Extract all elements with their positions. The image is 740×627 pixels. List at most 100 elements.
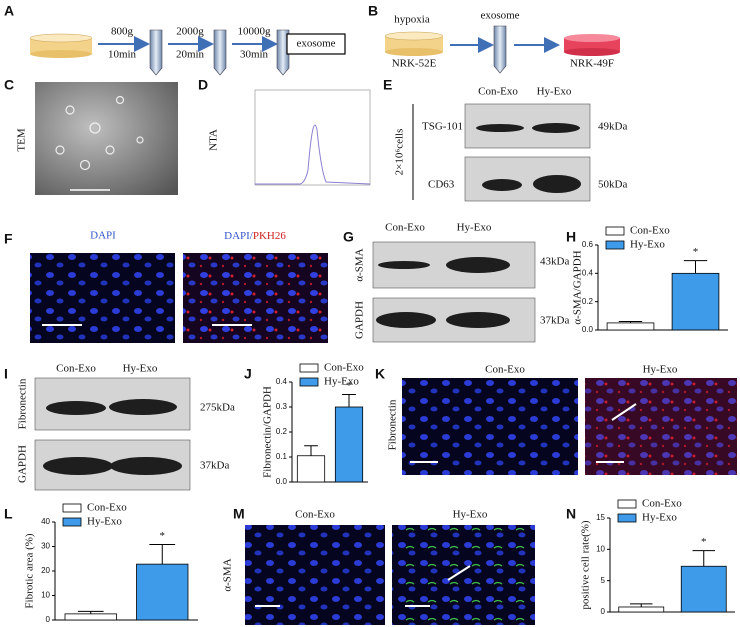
- bar: [606, 322, 655, 331]
- marker-name: Fibronectin: [17, 378, 29, 429]
- marker-size: 37kDa: [200, 460, 229, 472]
- arrow: [611, 403, 637, 421]
- error-bar: [77, 610, 104, 614]
- y-tick-label: 0.4: [276, 377, 288, 386]
- group-label: Hy-Exo: [123, 363, 158, 375]
- band: [109, 399, 177, 415]
- panel-label: B: [368, 3, 378, 19]
- annotation: *: [346, 380, 352, 392]
- bar: [618, 606, 665, 613]
- target: NRK-49F: [570, 58, 614, 70]
- legend-swatch: [299, 377, 319, 387]
- panel-label: E: [383, 77, 392, 93]
- dish: [564, 34, 620, 56]
- y-axis-label: positive cell rate(%): [580, 520, 592, 610]
- stain-label: α-SMA: [222, 558, 234, 591]
- y-tick-label: 20: [41, 566, 50, 575]
- micrograph: [183, 253, 328, 343]
- marker-size: 43kDa: [540, 256, 569, 268]
- bar: [136, 563, 189, 621]
- error-bar: [630, 603, 653, 607]
- band: [532, 123, 580, 133]
- y-tick-label: 15: [596, 513, 605, 522]
- micrograph: [585, 378, 737, 475]
- error-bar: [149, 544, 176, 565]
- panel-label: M: [233, 506, 245, 522]
- dish: [384, 31, 444, 56]
- y-axis-label: Fibrotic area (%): [24, 533, 36, 608]
- group-label: Con-Exo: [485, 364, 525, 376]
- legend-label: Con-Exo: [87, 502, 127, 514]
- speed: 2000g: [176, 26, 204, 38]
- band: [378, 261, 430, 269]
- marker-size: 275kDa: [200, 402, 235, 414]
- vesicles: [55, 95, 144, 171]
- y-tick-label: 0.3: [276, 402, 288, 411]
- group-label: Con-Exo: [295, 509, 335, 521]
- y-tick-label: 0.1: [276, 452, 288, 461]
- tube: [149, 29, 163, 76]
- band: [110, 457, 182, 475]
- legend-swatch: [605, 226, 625, 236]
- panel-label: G: [343, 229, 354, 245]
- group-label: Hy-Exo: [457, 222, 492, 234]
- band: [533, 175, 581, 193]
- legend-label: Con-Exo: [324, 362, 364, 374]
- bar: [296, 455, 326, 483]
- legend-swatch: [617, 499, 637, 509]
- band: [43, 457, 113, 475]
- y-tick-label: 0.0: [276, 477, 288, 486]
- annotation: *: [701, 536, 707, 548]
- y-tick-label: 40: [41, 517, 50, 526]
- time: 10min: [108, 49, 137, 61]
- panel-label: L: [4, 506, 13, 522]
- marker-name: TSG-101: [422, 121, 463, 133]
- y-tick-label: 0.0: [582, 325, 594, 334]
- panel-label: I: [4, 366, 8, 382]
- group-label: Hy-Exo: [643, 364, 678, 376]
- panel-label: K: [375, 366, 385, 382]
- error-bar: [342, 394, 356, 407]
- y-tick-label: 0.6: [582, 240, 594, 249]
- method: TEM: [16, 128, 28, 151]
- micrograph: [392, 525, 535, 625]
- marker-name: GAPDH: [354, 301, 366, 339]
- micrograph: [35, 82, 178, 195]
- panel-label: N: [566, 506, 576, 522]
- y-tick-label: 10: [41, 591, 50, 600]
- panel-label: A: [4, 3, 14, 19]
- annotation: *: [693, 246, 699, 258]
- legend-swatch: [617, 513, 637, 523]
- error-bar: [304, 445, 318, 456]
- bar: [671, 272, 720, 331]
- group-label: Hy-Exo: [537, 86, 572, 98]
- band: [446, 312, 510, 328]
- group-label: Con-Exo: [56, 363, 96, 375]
- legend-swatch: [62, 503, 82, 513]
- y-axis-label: α-SMA/GAPDH: [572, 250, 584, 324]
- legend-label: Hy-Exo: [87, 516, 122, 528]
- stain-label: DAPI: [90, 230, 116, 242]
- y-tick-label: 0.2: [276, 427, 288, 436]
- time: 20min: [176, 49, 205, 61]
- box: [286, 33, 346, 55]
- y-tick-label: 30: [41, 542, 50, 551]
- legend-swatch: [605, 240, 625, 250]
- marker-name: α-SMA: [354, 248, 366, 281]
- panel-label: F: [4, 231, 13, 247]
- micrograph: [245, 525, 385, 625]
- legend-label: Hy-Exo: [630, 239, 665, 251]
- speed: 800g: [111, 26, 134, 38]
- tube: [213, 29, 227, 76]
- annotation: *: [160, 530, 166, 542]
- dish: [29, 33, 93, 58]
- error-bar: [683, 260, 708, 274]
- legend-label: Con-Exo: [642, 498, 682, 510]
- legend-swatch: [62, 517, 82, 527]
- source: NRK-52E: [392, 58, 437, 70]
- stain-label: PKH26: [253, 230, 287, 242]
- band: [376, 312, 436, 328]
- group-label: Con-Exo: [478, 86, 518, 98]
- y-tick-label: 0.2: [582, 297, 594, 306]
- cell-amount: 2×10⁶cells: [394, 129, 406, 176]
